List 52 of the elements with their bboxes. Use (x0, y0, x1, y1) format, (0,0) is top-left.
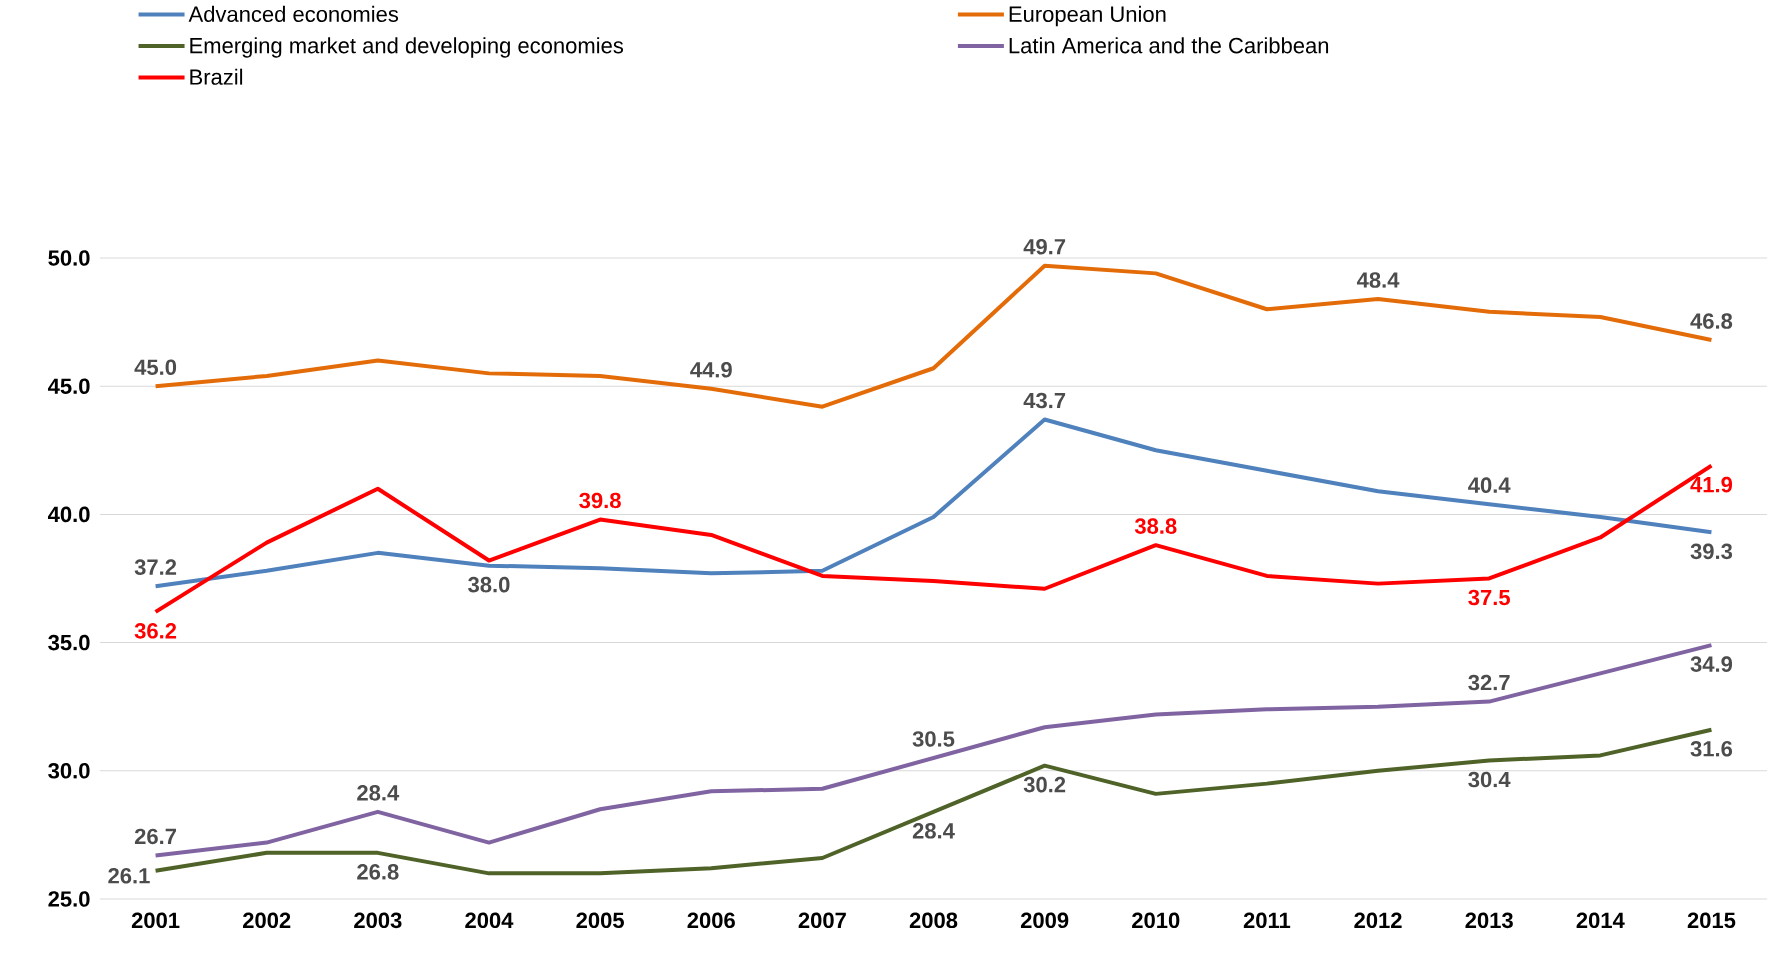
data-label: 38.8 (1134, 518, 1177, 534)
data-label: 28.4 (357, 785, 400, 801)
legend-label: Emerging market and developing economies (190, 37, 624, 58)
y-tick-label: 25.0 (48, 891, 90, 907)
data-label: 39.8 (579, 492, 621, 509)
data-label: 37.5 (1468, 589, 1510, 606)
data-label: 30.2 (1023, 776, 1066, 793)
x-tick-label: 2001 (131, 912, 180, 929)
legend-label: European Union (1009, 5, 1166, 27)
data-label: 30.5 (912, 731, 955, 747)
data-label: 38.0 (468, 576, 510, 593)
x-tick-label: 2015 (1687, 912, 1736, 929)
legend-label: Latin America and the Caribbean (1009, 37, 1329, 54)
x-tick-label: 2009 (1020, 912, 1069, 929)
x-tick-label: 2004 (465, 912, 514, 929)
data-label: 30.4 (1468, 771, 1511, 788)
data-label: 44.9 (690, 361, 732, 378)
data-label: 32.7 (1468, 674, 1510, 691)
x-tick-label: 2003 (354, 912, 402, 929)
x-tick-label: 2008 (909, 912, 958, 929)
y-tick-label: 35.0 (48, 634, 90, 651)
data-label: 26.7 (134, 828, 177, 845)
x-tick-label: 2010 (1132, 912, 1180, 929)
data-label: 45.0 (134, 359, 177, 375)
data-label: 41.9 (1690, 476, 1733, 493)
legend-label: Brazil (190, 68, 243, 85)
data-label: 26.1 (108, 867, 150, 884)
data-label: 49.7 (1023, 238, 1066, 255)
x-tick-label: 2005 (576, 912, 624, 929)
x-tick-label: 2011 (1243, 912, 1291, 929)
y-tick-label: 30.0 (48, 762, 90, 779)
x-tick-label: 2013 (1465, 912, 1513, 929)
data-label: 46.8 (1690, 313, 1733, 329)
data-label: 34.9 (1690, 656, 1733, 672)
y-tick-label: 40.0 (47, 506, 90, 523)
x-tick-label: 2007 (798, 912, 846, 929)
data-label: 43.7 (1023, 392, 1066, 409)
x-tick-label: 2002 (243, 912, 291, 929)
data-label: 36.2 (134, 623, 177, 639)
x-tick-label: 2006 (687, 912, 735, 929)
data-label: 37.2 (134, 559, 177, 575)
y-tick-label: 45.0 (47, 378, 90, 394)
y-tick-label: 50.0 (48, 250, 90, 266)
x-tick-label: 2014 (1576, 912, 1625, 929)
data-label: 26.8 (357, 864, 399, 880)
x-tick-label: 2012 (1354, 912, 1402, 929)
legend-label: Advanced economies (188, 5, 399, 22)
data-label: 40.4 (1468, 477, 1511, 493)
data-label: 31.6 (1690, 740, 1733, 757)
data-label: 28.4 (912, 823, 955, 839)
data-label: 48.4 (1356, 272, 1400, 288)
data-label: 39.3 (1690, 543, 1733, 560)
